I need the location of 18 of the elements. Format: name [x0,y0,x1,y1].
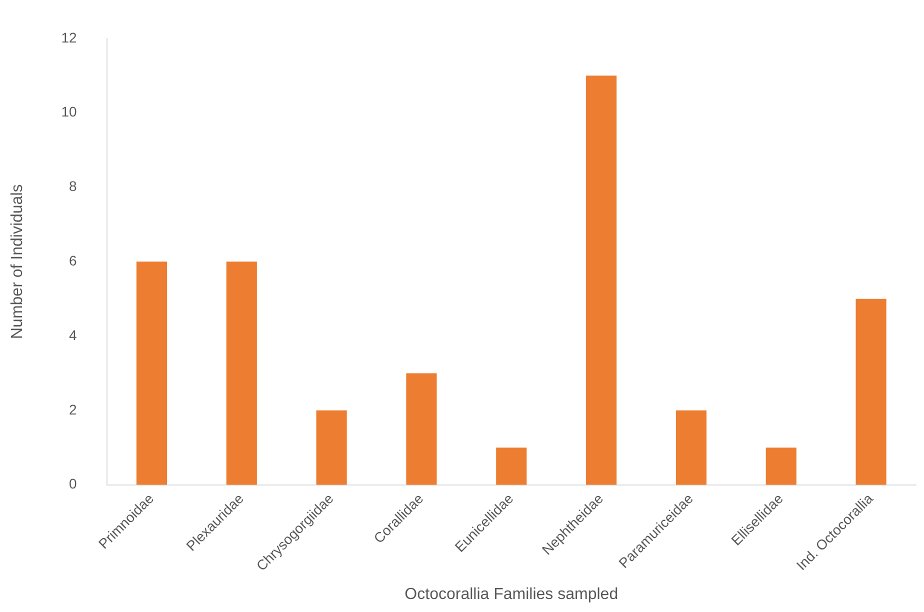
y-tick-label: 0 [68,476,77,492]
bar [406,373,437,485]
bar [586,76,617,485]
y-tick-label: 6 [68,252,77,268]
bar [316,410,347,485]
y-tick-label: 12 [61,29,77,46]
bar [766,448,796,485]
x-axis-title: Octocorallia Families sampled [404,586,618,603]
bar [676,410,706,485]
bar [226,262,257,485]
bar [856,298,886,485]
y-tick-label: 10 [61,104,77,120]
bar [496,448,527,485]
y-tick-label: 4 [68,326,77,343]
y-axis-title: Number of Individuals [9,184,26,339]
y-tick-label: 8 [68,178,77,194]
y-tick-label: 2 [68,401,77,418]
bar [136,262,168,485]
